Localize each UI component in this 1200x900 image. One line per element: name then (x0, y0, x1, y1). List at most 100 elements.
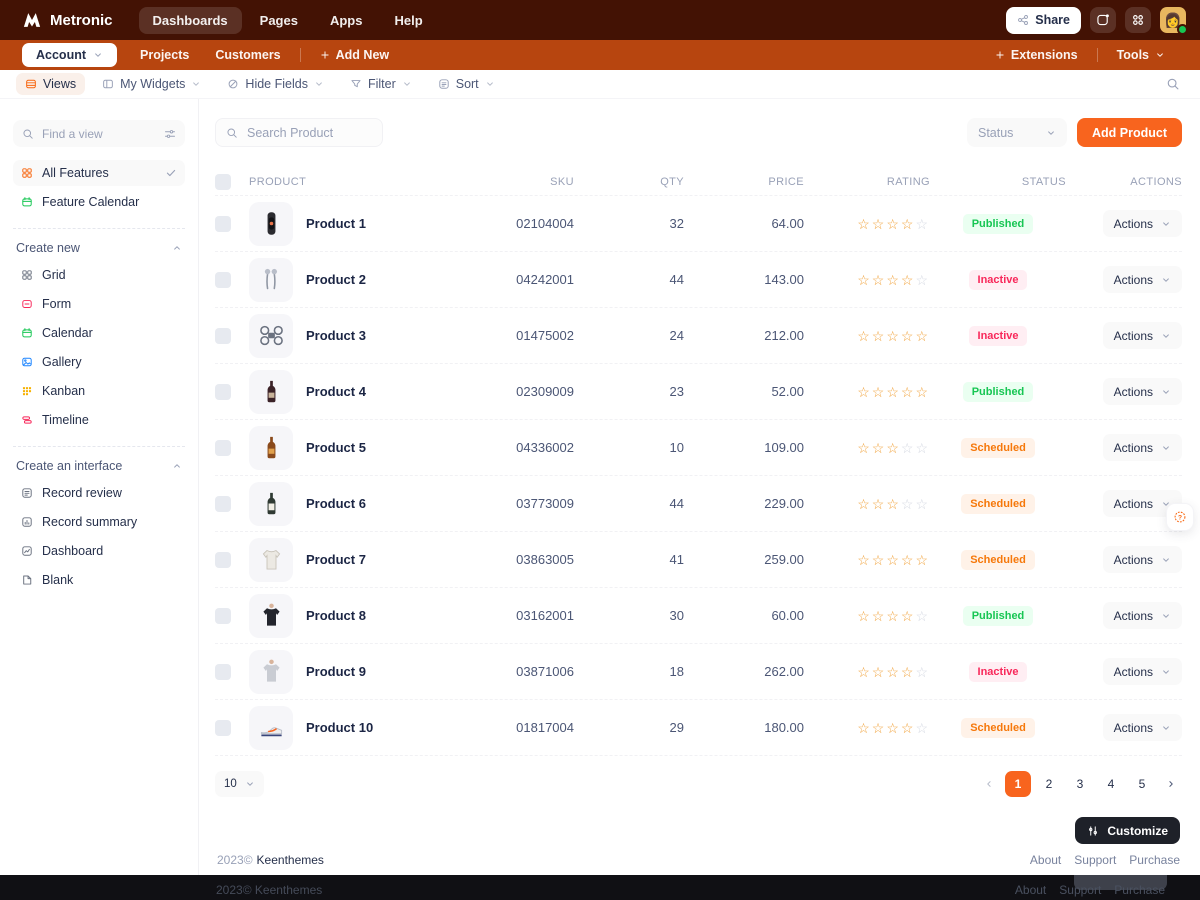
status-badge: Inactive (968, 661, 1028, 682)
sort-button[interactable]: Sort (429, 73, 504, 95)
product-name[interactable]: Product 8 (306, 608, 366, 623)
col-actions[interactable]: ACTIONS (1130, 176, 1182, 188)
my-widgets-button[interactable]: My Widgets (93, 73, 210, 95)
sidebar-item-gallery[interactable]: Gallery (13, 349, 185, 375)
sidebar-item-feature-calendar[interactable]: Feature Calendar (13, 189, 185, 215)
chartline-icon (21, 545, 33, 557)
chat-button[interactable] (1090, 7, 1116, 33)
sidebar-item-kanban[interactable]: Kanban (13, 378, 185, 404)
sidebar-item-all-features[interactable]: All Features (13, 160, 185, 186)
row-actions-button[interactable]: Actions (1102, 322, 1182, 349)
row-actions-button[interactable]: Actions (1102, 490, 1182, 517)
sliders-icon[interactable] (164, 128, 176, 140)
keenthemes-link[interactable]: Keenthemes (256, 853, 324, 867)
page-button-5[interactable]: 5 (1138, 777, 1146, 791)
row-checkbox[interactable] (215, 551, 231, 568)
product-search-input[interactable] (245, 124, 372, 141)
toolbar-search-button[interactable] (1162, 73, 1184, 95)
product-name[interactable]: Product 10 (306, 720, 374, 735)
col-status[interactable]: STATUS (1021, 176, 1066, 188)
add-new-tab-button[interactable]: Add New (307, 48, 402, 62)
sidebar-item-record-summary[interactable]: Record summary (13, 509, 185, 535)
footer-link-support[interactable]: Support (1074, 853, 1117, 867)
hide-fields-button[interactable]: Hide Fields (218, 73, 333, 95)
footer-link-purchase[interactable]: Purchase (1129, 853, 1180, 867)
next-page-button[interactable] (1160, 771, 1182, 797)
product-name[interactable]: Product 6 (306, 496, 366, 511)
row-actions-button[interactable]: Actions (1102, 658, 1182, 685)
col-price[interactable]: PRICE (768, 176, 804, 188)
user-avatar[interactable]: 👩 (1160, 7, 1188, 35)
product-name[interactable]: Product 3 (306, 328, 366, 343)
page-size-select[interactable]: 10 (215, 771, 264, 797)
help-fab-button[interactable] (1166, 503, 1194, 531)
sidebar-item-record-review[interactable]: Record review (13, 480, 185, 506)
sidebar-item-form[interactable]: Form (13, 291, 185, 317)
row-checkbox[interactable] (215, 215, 231, 232)
product-name[interactable]: Product 1 (306, 216, 366, 231)
row-actions-button[interactable]: Actions (1102, 714, 1182, 741)
create-new-header[interactable]: Create new (13, 241, 185, 255)
row-checkbox[interactable] (215, 383, 231, 400)
nav-item-apps[interactable]: Apps (329, 12, 363, 28)
col-rating[interactable]: RATING (886, 176, 930, 188)
extensions-button[interactable]: Extensions (982, 48, 1091, 62)
row-checkbox[interactable] (215, 327, 231, 344)
apps-launcher-button[interactable] (1125, 7, 1151, 33)
page-button-3[interactable]: 3 (1076, 777, 1084, 791)
row-actions-button[interactable]: Actions (1102, 266, 1182, 293)
tab-customers[interactable]: Customers (215, 48, 281, 62)
page-button-1[interactable]: 1 (1005, 771, 1031, 797)
sidebar-item-grid[interactable]: Grid (13, 262, 185, 288)
product-name[interactable]: Product 9 (306, 664, 366, 679)
brand-logo[interactable]: Metronic (22, 10, 113, 30)
page-button-2[interactable]: 2 (1045, 777, 1053, 791)
row-actions-button[interactable]: Actions (1102, 378, 1182, 405)
sidebar-item-timeline[interactable]: Timeline (13, 407, 185, 433)
row-checkbox[interactable] (215, 719, 231, 736)
row-actions-button[interactable]: Actions (1102, 602, 1182, 629)
nav-item-dashboards[interactable]: Dashboards (138, 6, 242, 34)
chev-down-icon (1161, 219, 1171, 229)
page-button-4[interactable]: 4 (1107, 777, 1115, 791)
filter-button[interactable]: Filter (341, 73, 421, 95)
product-search[interactable] (215, 118, 383, 147)
product-name[interactable]: Product 4 (306, 384, 366, 399)
status-cell: Inactive (930, 661, 1066, 682)
find-view-search[interactable] (13, 120, 185, 147)
row-actions-button[interactable]: Actions (1102, 546, 1182, 573)
tab-projects[interactable]: Projects (140, 48, 190, 62)
footer-link-about[interactable]: About (1029, 853, 1062, 867)
row-checkbox[interactable] (215, 663, 231, 680)
col-product[interactable]: PRODUCT (249, 176, 307, 188)
row-checkbox[interactable] (215, 495, 231, 512)
prev-page-button[interactable] (978, 771, 1000, 797)
sidebar-item-dashboard[interactable]: Dashboard (13, 538, 185, 564)
customize-button[interactable]: Customize (1075, 817, 1180, 844)
tools-menu-button[interactable]: Tools (1104, 48, 1178, 62)
row-checkbox[interactable] (215, 271, 231, 288)
tab-account[interactable]: Account (22, 43, 117, 67)
select-all-checkbox[interactable] (215, 174, 231, 190)
status-badge: Scheduled (961, 717, 1035, 738)
product-name[interactable]: Product 2 (306, 272, 366, 287)
col-qty[interactable]: QTY (660, 176, 684, 188)
product-name[interactable]: Product 7 (306, 552, 366, 567)
chev-down-icon (1161, 723, 1171, 733)
status-filter-select[interactable]: Status (967, 118, 1067, 147)
row-checkbox[interactable] (215, 607, 231, 624)
add-product-button[interactable]: Add Product (1077, 118, 1182, 147)
nav-item-help[interactable]: Help (394, 12, 423, 28)
row-actions-button[interactable]: Actions (1102, 434, 1182, 461)
sidebar-item-calendar[interactable]: Calendar (13, 320, 185, 346)
sidebar-item-blank[interactable]: Blank (13, 567, 185, 593)
share-button[interactable]: Share (1006, 6, 1081, 34)
product-name[interactable]: Product 5 (306, 440, 366, 455)
views-button[interactable]: Views (16, 73, 86, 95)
create-interface-header[interactable]: Create an interface (13, 459, 185, 473)
nav-item-pages[interactable]: Pages (259, 12, 298, 28)
find-view-input[interactable] (40, 125, 158, 142)
row-checkbox[interactable] (215, 439, 231, 456)
col-sku[interactable]: SKU (550, 176, 574, 188)
row-actions-button[interactable]: Actions (1102, 210, 1182, 237)
